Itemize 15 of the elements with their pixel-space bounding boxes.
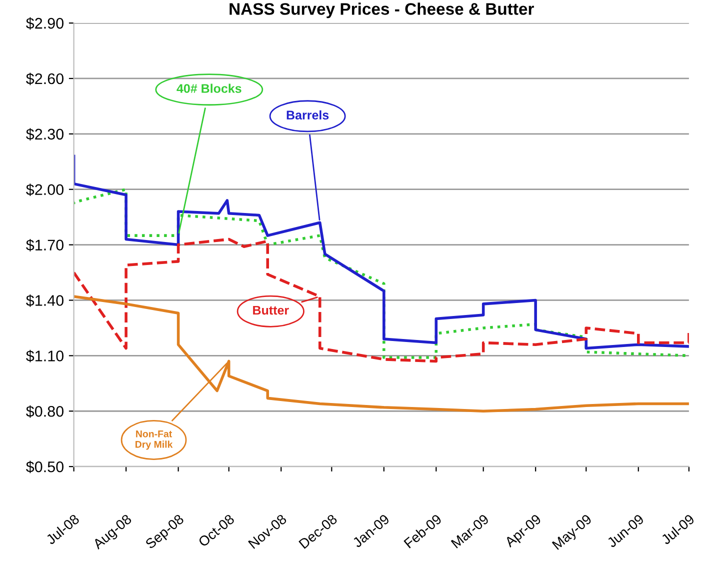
text: Barrels bbox=[286, 110, 329, 120]
y-tick-label: $1.70 bbox=[26, 239, 64, 252]
chart-title: NASS Survey Prices - Cheese & Butter bbox=[230, 2, 534, 18]
y-tick-label: $2.60 bbox=[26, 72, 64, 86]
y-tick-label: $0.80 bbox=[26, 405, 64, 418]
y-tick-label: $1.10 bbox=[26, 350, 64, 362]
text: 40# Blocks bbox=[176, 84, 242, 93]
text: Non-Fat Dry Milk bbox=[136, 430, 173, 450]
y-tick-label: $2.00 bbox=[26, 184, 64, 196]
line-series bbox=[74, 238, 689, 363]
y-tick-label: $2.90 bbox=[26, 17, 64, 30]
y-tick-label: $1.40 bbox=[26, 294, 64, 307]
series-label: Butter bbox=[253, 306, 289, 315]
y-tick-label: $2.30 bbox=[26, 128, 64, 141]
y-tick-label: $0.50 bbox=[26, 460, 64, 474]
